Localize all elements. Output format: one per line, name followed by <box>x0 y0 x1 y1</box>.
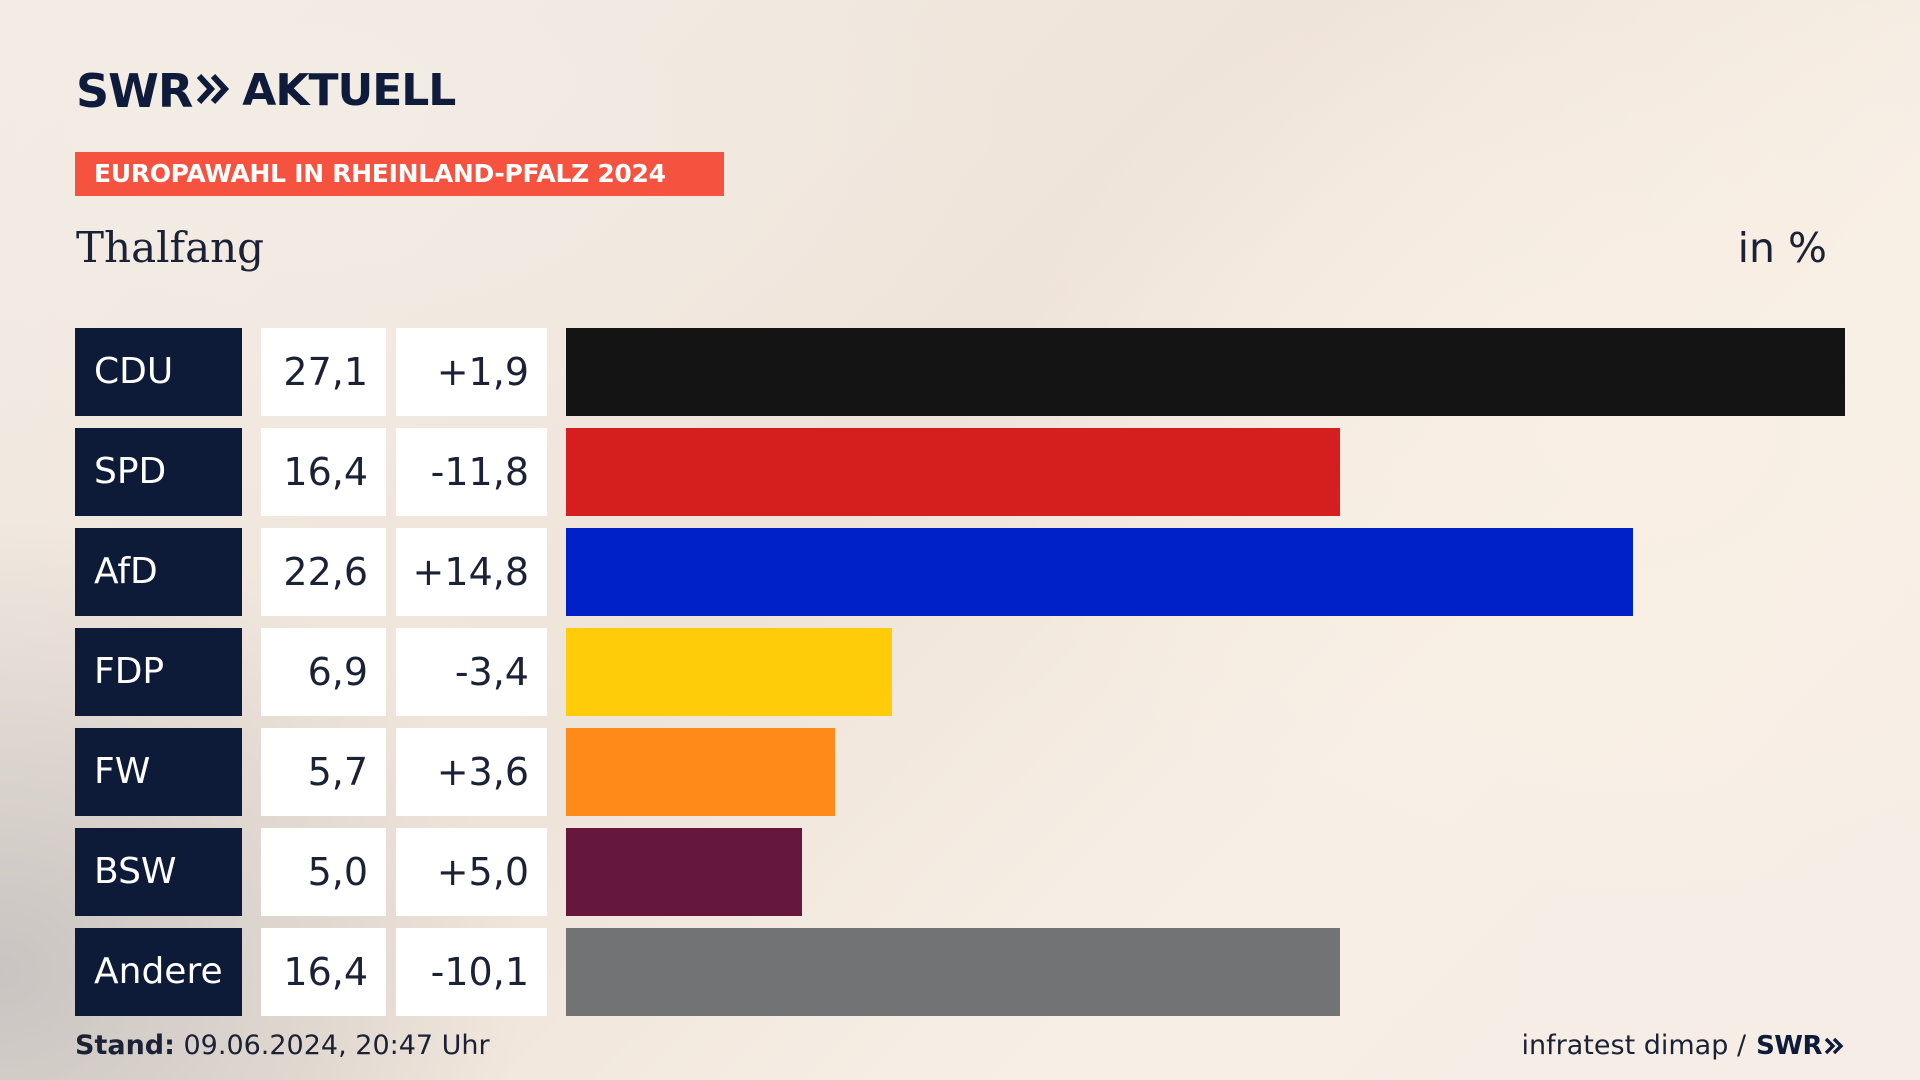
change-label: +3,6 <box>396 728 547 816</box>
double-chevron-icon <box>196 72 230 110</box>
result-row: FW 5,7 +3,6 <box>75 728 1845 816</box>
source-credit: infratest dimap / SWR <box>1522 1028 1844 1064</box>
result-row: SPD 16,4 -11,8 <box>75 428 1845 516</box>
change-label: -10,1 <box>396 928 547 1016</box>
result-row: Andere 16,4 -10,1 <box>75 928 1845 1016</box>
result-row: AfD 22,6 +14,8 <box>75 528 1845 616</box>
footer-swr-logo: SWR <box>1756 1031 1822 1061</box>
results-chart: CDU 27,1 +1,9 SPD 16,4 -11,8 AfD 22,6 +14,8 FDP 6,… <box>75 328 1845 1028</box>
result-row: FDP 6,9 -3,4 <box>75 628 1845 716</box>
party-label: FDP <box>75 628 242 716</box>
party-label: CDU <box>75 328 242 416</box>
vote-share-label: 16,4 <box>261 428 386 516</box>
result-row: BSW 5,0 +5,0 <box>75 828 1845 916</box>
party-label: FW <box>75 728 242 816</box>
party-label: SPD <box>75 428 242 516</box>
vote-share-label: 22,6 <box>261 528 386 616</box>
result-bar <box>566 728 835 816</box>
result-bar <box>566 928 1340 1016</box>
source-text: infratest dimap / <box>1521 1030 1747 1061</box>
place-title: Thalfang <box>76 223 265 272</box>
party-label: AfD <box>75 528 242 616</box>
result-bar <box>566 628 892 716</box>
logo-swr-text: SWR <box>76 64 193 118</box>
vote-share-label: 27,1 <box>261 328 386 416</box>
footer-double-chevron-icon <box>1824 1036 1844 1056</box>
stand-label: Stand: <box>75 1030 175 1061</box>
vote-share-label: 5,7 <box>261 728 386 816</box>
result-row: CDU 27,1 +1,9 <box>75 328 1845 416</box>
result-bar <box>566 328 1845 416</box>
vote-share-label: 6,9 <box>261 628 386 716</box>
change-label: +14,8 <box>396 528 547 616</box>
vote-share-label: 16,4 <box>261 928 386 1016</box>
result-bar <box>566 828 802 916</box>
stand-value: 09.06.2024, 20:47 Uhr <box>174 1030 490 1061</box>
change-label: +5,0 <box>396 828 547 916</box>
change-label: +1,9 <box>396 328 547 416</box>
vote-share-label: 5,0 <box>261 828 386 916</box>
election-banner: EUROPAWAHL IN RHEINLAND-PFALZ 2024 <box>75 152 724 196</box>
logo-aktuell-text: AKTUELL <box>242 65 456 116</box>
party-label: BSW <box>75 828 242 916</box>
unit-label: in % <box>1737 224 1827 272</box>
swr-aktuell-logo: SWR AKTUELL <box>76 64 456 118</box>
change-label: -11,8 <box>396 428 547 516</box>
result-bar <box>566 528 1633 616</box>
party-label: Andere <box>75 928 242 1016</box>
change-label: -3,4 <box>396 628 547 716</box>
result-bar <box>566 428 1340 516</box>
timestamp: Stand: 09.06.2024, 20:47 Uhr <box>75 1028 490 1064</box>
